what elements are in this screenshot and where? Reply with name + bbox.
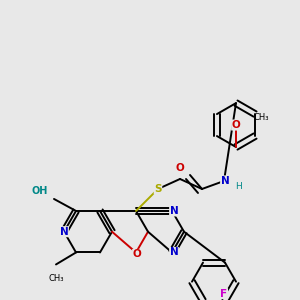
- Text: S: S: [154, 184, 162, 194]
- Text: CH₃: CH₃: [48, 274, 64, 284]
- Text: CH₃: CH₃: [254, 112, 269, 122]
- Text: N: N: [60, 227, 68, 237]
- Text: OH: OH: [32, 186, 48, 196]
- Text: H: H: [235, 182, 242, 191]
- Text: O: O: [232, 120, 240, 130]
- Text: O: O: [176, 163, 184, 173]
- Text: F: F: [220, 289, 228, 298]
- Text: N: N: [169, 248, 178, 257]
- Text: N: N: [169, 206, 178, 216]
- Text: O: O: [133, 250, 141, 260]
- Text: N: N: [220, 176, 230, 186]
